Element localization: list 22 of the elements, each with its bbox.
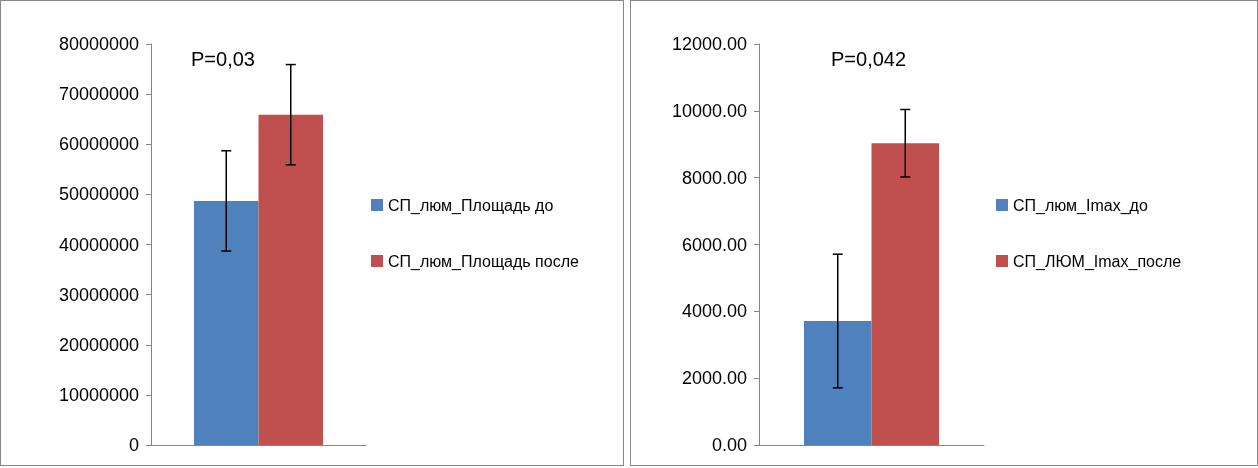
y-tick-label: 4000.00: [681, 301, 747, 322]
y-tick-label: 50000000: [58, 184, 139, 205]
y-tick-label: 0: [128, 435, 139, 455]
y-tick-label: 60000000: [58, 134, 139, 155]
y-tick-label: 70000000: [58, 84, 139, 105]
legend-label: СП_люм_Площадь после: [388, 252, 579, 271]
y-tick-label: 20000000: [58, 334, 139, 355]
y-tick-label: 2000.00: [681, 368, 747, 389]
legend-label: СП_люм_Imax_до: [1013, 196, 1148, 215]
y-tick-label: 6000.00: [681, 234, 747, 255]
legend-label: СП_ЛЮМ_Imax_после: [1013, 252, 1182, 271]
y-tick-label: 0.00: [711, 435, 747, 455]
y-tick-label: 10000000: [58, 384, 139, 405]
y-tick-label: 80000000: [58, 34, 139, 54]
y-tick-label: 8000.00: [681, 167, 747, 188]
annotation: P=0,042: [831, 48, 907, 70]
legend-label: СП_люм_Площадь до: [388, 196, 554, 215]
annotation: P=0,03: [191, 48, 255, 70]
y-tick-label: 30000000: [58, 284, 139, 305]
y-tick-label: 10000.00: [671, 100, 747, 121]
y-tick-label: 12000.00: [671, 34, 747, 54]
y-tick-label: 40000000: [58, 234, 139, 255]
